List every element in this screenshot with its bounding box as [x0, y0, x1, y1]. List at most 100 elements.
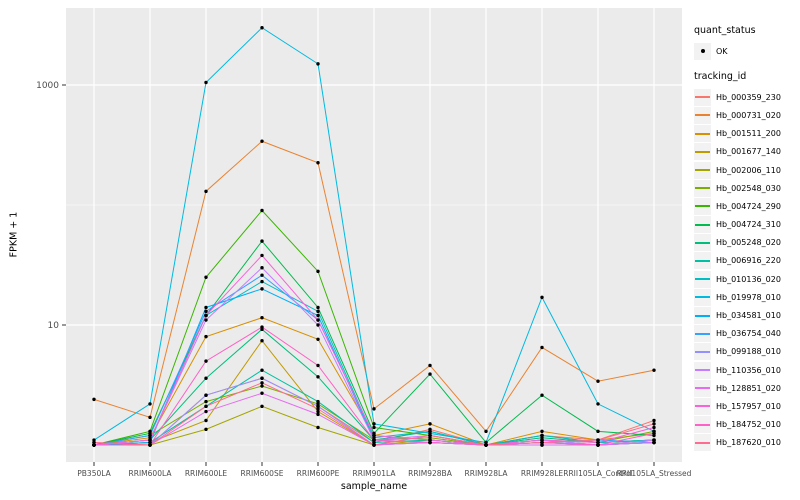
data-point [316, 425, 320, 430]
data-point [204, 309, 208, 314]
data-point [316, 62, 320, 66]
legend-item: Hb_000731_020 [694, 106, 798, 124]
data-point [596, 402, 600, 406]
y-tick-label: 10 [48, 321, 60, 331]
data-point [204, 376, 208, 380]
data-point [204, 334, 208, 339]
line-key-icon [694, 397, 711, 415]
data-point [92, 443, 96, 447]
data-point [596, 438, 600, 442]
legend-item-label: Hb_099188_010 [716, 347, 781, 357]
data-point [260, 26, 264, 30]
legend-title-quant-status: quant_status [694, 25, 756, 36]
legend-item: Hb_099188_010 [694, 343, 798, 361]
data-point [260, 391, 264, 395]
legend-items-tracking-id: Hb_000359_230 Hb_000731_020 Hb_001511_200 H… [694, 88, 798, 452]
legend-item: Hb_002548_030 [694, 179, 798, 197]
x-tick-label: RRIM928BA [408, 469, 453, 478]
legend-item: Hb_019978_010 [694, 288, 798, 306]
line-key-icon [694, 379, 711, 397]
data-point [92, 397, 96, 402]
legend-item-label: Hb_006916_220 [716, 256, 781, 266]
data-point [428, 422, 432, 426]
y-tick-label: 1000 [36, 81, 59, 91]
legend-item-label: Hb_019978_010 [716, 292, 781, 302]
data-point [540, 433, 544, 438]
data-point [540, 429, 544, 434]
data-point [204, 409, 208, 414]
line-key-icon [694, 252, 711, 270]
data-point [148, 415, 152, 420]
legend-item-label: Hb_002548_030 [716, 183, 781, 193]
data-point [372, 438, 376, 442]
data-point [484, 443, 488, 447]
data-point [148, 443, 152, 447]
data-point [148, 433, 152, 438]
data-point [260, 384, 264, 388]
line-key-icon [694, 234, 711, 252]
legend-item-quant-status-ok: OK [694, 42, 798, 60]
data-point [652, 418, 656, 423]
legend-item: Hb_034581_010 [694, 306, 798, 325]
data-point [260, 381, 264, 385]
legend-item: Hb_005248_020 [694, 234, 798, 252]
data-point [148, 438, 152, 442]
legend-item-label: Hb_004724_290 [716, 201, 781, 211]
data-point [204, 359, 208, 363]
line-key-icon [694, 197, 711, 215]
data-point [148, 402, 152, 406]
data-point [540, 438, 544, 442]
data-point [428, 438, 432, 442]
data-point [316, 375, 320, 379]
data-point [204, 305, 208, 310]
data-point [428, 372, 432, 376]
data-point [540, 345, 544, 350]
data-point [484, 429, 488, 434]
legend-item-label: Hb_001677_140 [716, 147, 781, 157]
line-key-icon [694, 125, 711, 143]
data-point [260, 338, 264, 343]
data-point [204, 404, 208, 409]
data-point [92, 438, 96, 442]
data-point [316, 412, 320, 417]
legend-item: Hb_001677_140 [694, 143, 798, 161]
line-key-icon [694, 416, 711, 434]
legend-item-label: Hb_002006_110 [716, 165, 781, 175]
line-key-icon [694, 106, 711, 124]
data-point [204, 318, 208, 322]
x-tick-label: PB350LA [77, 469, 111, 478]
x-tick-label: RRII105LA_Control [563, 469, 633, 478]
data-point [260, 239, 264, 243]
line-key-icon [694, 288, 711, 306]
data-point [540, 295, 544, 300]
data-point [540, 440, 544, 445]
data-point [204, 418, 208, 423]
x-tick-label: RRIM901LA [353, 469, 397, 478]
legend-item: Hb_002006_110 [694, 161, 798, 179]
data-point [316, 318, 320, 322]
data-point [316, 161, 320, 165]
data-point [316, 323, 320, 327]
data-point [316, 363, 320, 368]
line-key-icon [694, 325, 711, 343]
data-point [316, 269, 320, 274]
line-key-icon [694, 88, 711, 106]
x-tick-label: RRIM600LE [185, 469, 228, 478]
legend-item-label: Hb_187620_010 [716, 438, 781, 448]
data-point [596, 440, 600, 445]
data-point [316, 407, 320, 411]
line-key-icon [694, 143, 711, 161]
data-point [428, 440, 432, 445]
data-point [148, 440, 152, 445]
data-point [540, 393, 544, 397]
data-point [204, 427, 208, 432]
legend-item-label: Hb_184752_010 [716, 420, 781, 430]
data-point [372, 407, 376, 411]
legend-item: Hb_036754_040 [694, 325, 798, 343]
line-key-icon [694, 307, 711, 325]
legend-item: Hb_004724_290 [694, 197, 798, 215]
line-key-icon [694, 434, 711, 452]
data-point [204, 313, 208, 318]
data-point [372, 422, 376, 426]
line-key-icon [694, 179, 711, 197]
